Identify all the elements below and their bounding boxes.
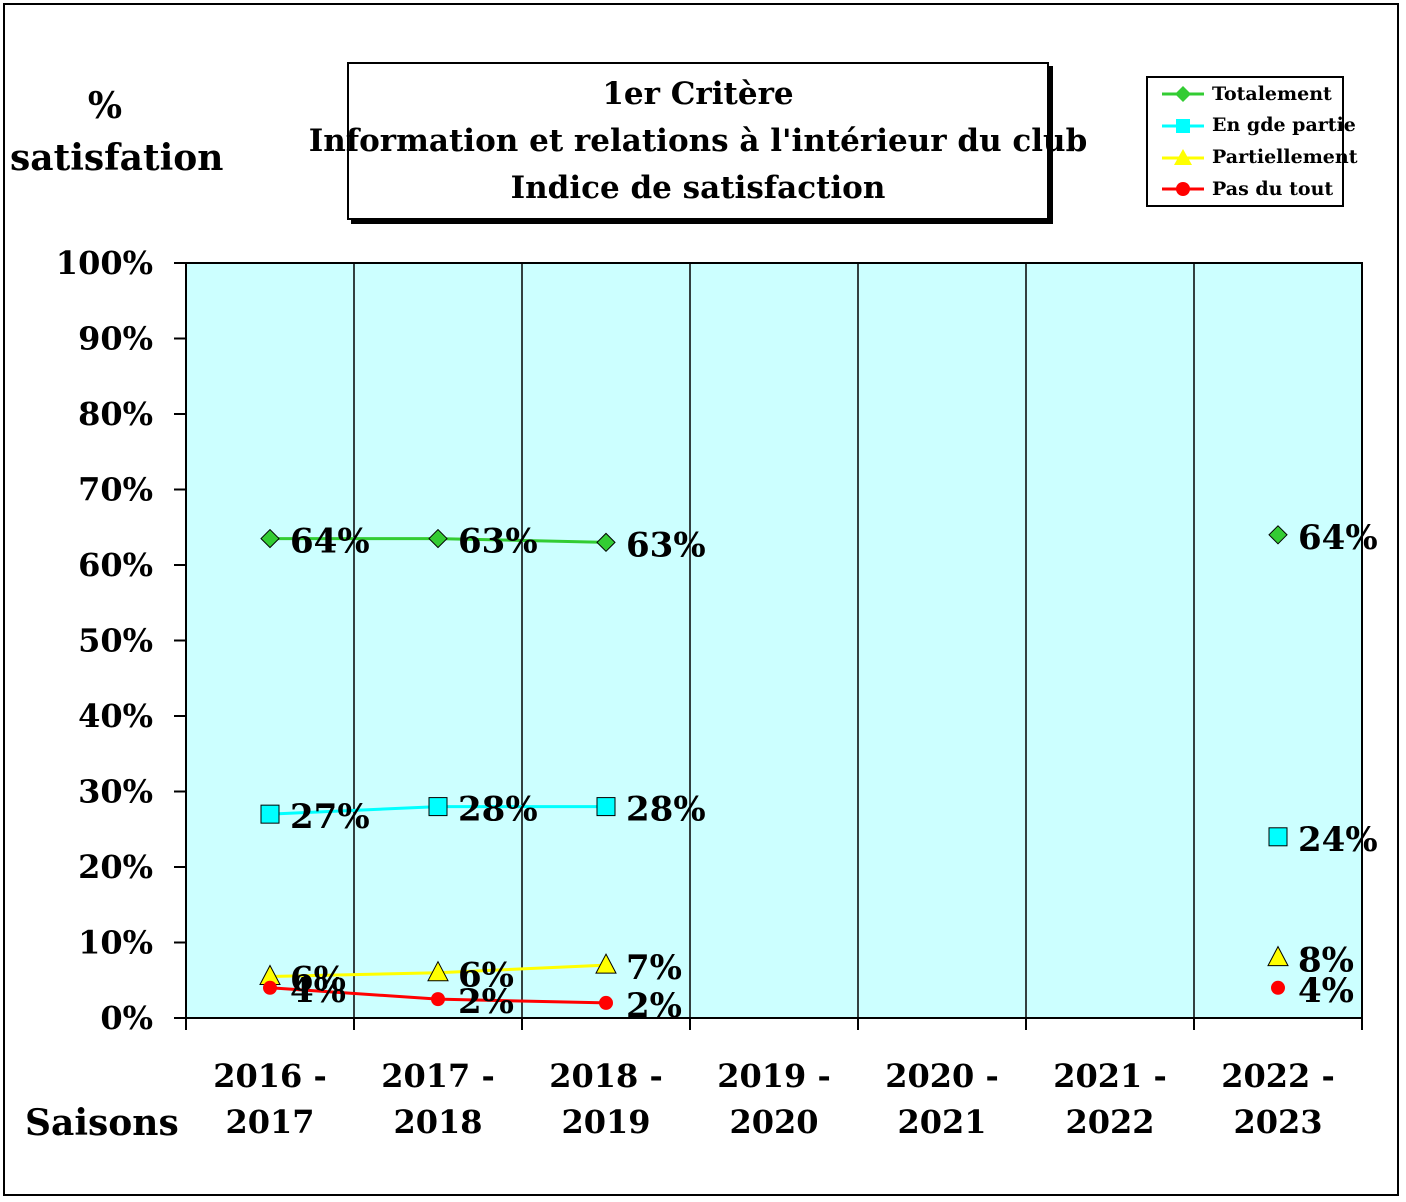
data-label: 6% [458, 956, 514, 996]
y-tick-label: 70% [78, 471, 153, 509]
x-tick-label: 2021 [897, 1103, 986, 1141]
x-axis-title: Saisons [25, 1102, 179, 1144]
legend-item-pas-du-tout: Pas du tout [1156, 175, 1342, 205]
data-point-circle [263, 980, 277, 995]
y-tick-label: 20% [78, 848, 153, 886]
y-axis-title-line1: % [87, 85, 123, 127]
x-tick-label: 2022 [1065, 1103, 1154, 1141]
data-label: 6% [290, 959, 346, 999]
data-point-diamond [1268, 525, 1288, 545]
data-point-square [596, 797, 616, 817]
data-label: 64% [290, 522, 370, 562]
legend-label-pas-du-tout: Pas du tout [1212, 178, 1334, 200]
x-tick-label: 2018 [393, 1103, 482, 1141]
plot-area [185, 262, 1363, 1019]
y-axis-title: % satisfation [10, 80, 224, 184]
legend-marker-circle-icon [1162, 182, 1204, 196]
y-tick-label: 40% [78, 697, 153, 735]
chart-title-line2: Information et relations à l'intérieur d… [308, 122, 1088, 159]
legend: Totalement En gde partie Partiellement P… [1146, 76, 1358, 207]
x-tick-label: 2022 - [1221, 1057, 1334, 1095]
legend-label-partiellement: Partiellement [1212, 146, 1358, 168]
x-tick-label: 2018 - [549, 1057, 662, 1095]
legend-marker-triangle-icon [1162, 149, 1204, 165]
data-label: 4% [290, 971, 346, 1011]
x-tick-label: 2020 - [885, 1057, 998, 1095]
data-label: 63% [626, 525, 706, 565]
data-label: 64% [1298, 518, 1378, 558]
data-point-triangle [1267, 945, 1289, 967]
data-label: 2% [458, 982, 514, 1022]
data-point-square [428, 797, 448, 817]
y-tick-label: 30% [78, 773, 153, 811]
y-tick-label: 80% [78, 395, 153, 433]
data-point-diamond [428, 528, 448, 549]
x-tick-label: 2019 [561, 1103, 650, 1141]
y-axis-title-line2: satisfation [10, 137, 224, 179]
y-tick-label: 60% [78, 546, 153, 584]
data-point-triangle [427, 960, 449, 982]
legend-label-en-gde-partie: En gde partie [1212, 114, 1356, 136]
data-point-circle [599, 995, 613, 1010]
data-point-diamond [596, 532, 616, 553]
y-tick-label: 90% [78, 320, 153, 358]
x-tick-label: 2017 - [381, 1057, 494, 1095]
x-tick-label: 2017 [225, 1103, 314, 1141]
data-point-circle [431, 992, 445, 1007]
data-label: 7% [626, 948, 682, 988]
x-tick-label: 2023 [1233, 1103, 1322, 1141]
legend-item-en-gde-partie: En gde partie [1156, 111, 1356, 141]
data-point-square [260, 804, 280, 824]
x-tick-label: 2021 - [1053, 1057, 1166, 1095]
legend-item-partiellement: Partiellement [1156, 143, 1358, 173]
x-tick-label: 2019 - [717, 1057, 830, 1095]
data-label: 27% [290, 797, 370, 837]
x-tick-label: 2020 [729, 1103, 818, 1141]
y-tick-label: 50% [78, 622, 153, 660]
chart-title-box: 1er Critère Information et relations à l… [309, 62, 1087, 220]
y-tick-label: 10% [78, 924, 153, 962]
data-label: 28% [626, 790, 706, 830]
y-tick-label: 0% [100, 999, 153, 1037]
data-label: 24% [1298, 820, 1378, 860]
data-label: 28% [458, 790, 538, 830]
legend-marker-square-icon [1162, 119, 1204, 133]
chart-title-line1: 1er Critère [602, 75, 794, 112]
data-label: 4% [1298, 971, 1354, 1011]
data-label: 63% [458, 522, 538, 562]
data-label: 8% [1298, 941, 1354, 981]
x-tick-label: 2016 - [213, 1057, 326, 1095]
legend-item-totalement: Totalement [1156, 80, 1342, 110]
data-point-square [1268, 827, 1288, 847]
chart-title-line3: Indice de satisfaction [510, 169, 886, 206]
data-point-triangle [595, 953, 617, 974]
data-point-circle [1271, 980, 1285, 995]
y-tick-label: 100% [56, 244, 153, 282]
legend-marker-diamond-icon [1162, 86, 1204, 102]
data-point-diamond [260, 528, 280, 549]
legend-label-totalement: Totalement [1212, 83, 1332, 105]
data-label: 2% [626, 986, 682, 1026]
